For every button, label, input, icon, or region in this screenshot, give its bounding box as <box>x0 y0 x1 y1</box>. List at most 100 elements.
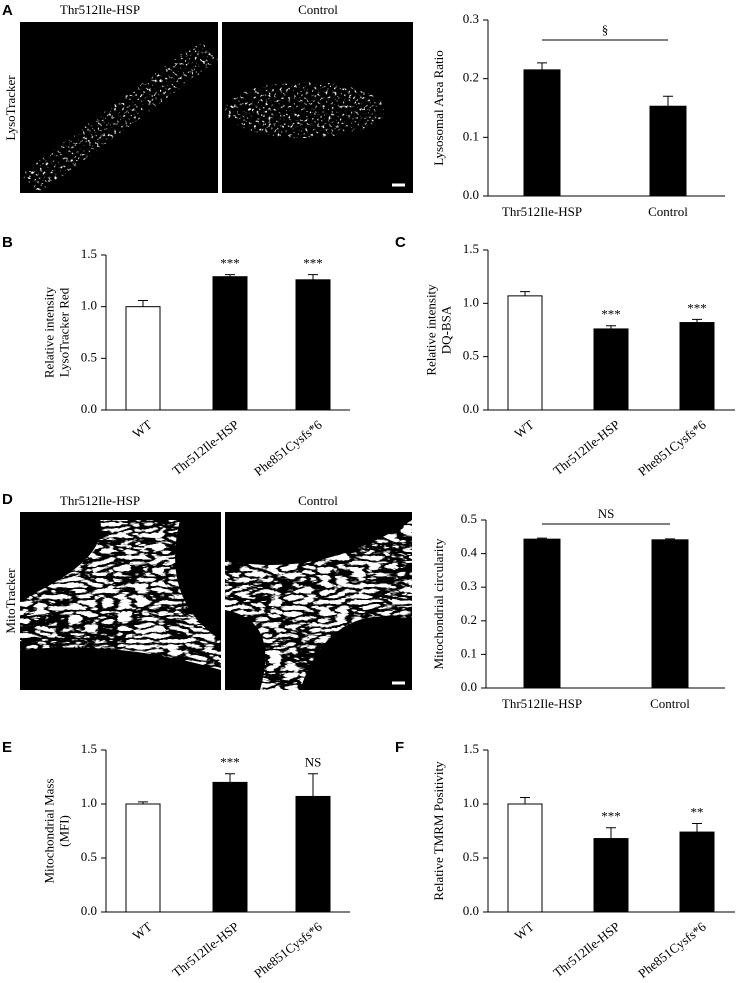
y-tick-label: 0.0 <box>463 903 479 918</box>
bar <box>651 539 689 689</box>
error-bar <box>665 538 675 540</box>
y-axis-label: Relative intensity <box>423 284 438 376</box>
bar <box>507 295 543 411</box>
x-tick-label: WT <box>512 919 537 943</box>
significance-label: § <box>602 22 609 37</box>
x-tick-label: Thr512Ile-HSP <box>550 919 622 980</box>
significance-label: *** <box>687 300 707 315</box>
error-bar <box>663 95 673 107</box>
x-tick-label: Control <box>650 696 690 711</box>
y-tick-label: 0.0 <box>81 401 97 416</box>
panel-letter: E <box>2 739 12 756</box>
error-bar <box>138 801 148 804</box>
significance-label: ** <box>691 804 704 819</box>
y-tick-label: 0.5 <box>81 849 97 864</box>
y-axis-label: Mitochondrial Mass <box>41 778 56 883</box>
y-axis-label: Lysosomal Area Ratio <box>431 50 446 166</box>
y-tick-label: 1.5 <box>81 246 97 261</box>
y-axis-label: DQ-BSA <box>438 305 453 354</box>
y-tick-label: 0.0 <box>463 401 479 416</box>
y-axis-label: Relative TMRM Positivity <box>431 761 446 901</box>
y-tick-label: 1.0 <box>81 795 97 810</box>
y-tick-label: 0.2 <box>463 70 479 85</box>
significance-label: NS <box>305 755 322 770</box>
error-bar <box>537 62 547 70</box>
y-tick-label: 0.5 <box>461 511 477 526</box>
y-tick-label: 0.5 <box>463 348 479 363</box>
x-tick-label: WT <box>130 417 155 441</box>
bar <box>125 803 161 913</box>
x-tick-label: Thr512Ile-HSP <box>502 696 582 711</box>
stain-label: LysoTracker <box>3 75 18 141</box>
bar <box>523 538 561 689</box>
x-tick-label: Phe851Cysfs*6 <box>635 919 709 981</box>
y-tick-label: 1.5 <box>81 741 97 756</box>
x-tick-label: Phe851Cysfs*6 <box>251 919 325 981</box>
bar <box>212 276 248 411</box>
significance-label: *** <box>601 307 621 322</box>
bar <box>507 803 543 913</box>
y-tick-label: 0.5 <box>463 849 479 864</box>
error-bar <box>520 291 530 296</box>
error-bar <box>606 827 616 839</box>
y-tick-label: 0.0 <box>461 679 477 694</box>
x-tick-label: WT <box>130 919 155 943</box>
y-tick-label: 0.4 <box>461 545 478 560</box>
bar <box>125 306 161 411</box>
image-label: Thr512Ile-HSP <box>60 2 140 17</box>
error-bar <box>537 537 547 540</box>
bar <box>593 328 629 411</box>
y-tick-label: 1.0 <box>81 298 97 313</box>
significance-label: NS <box>598 506 615 521</box>
y-axis-label: LysoTracker Red <box>56 287 71 377</box>
significance-label: *** <box>220 256 240 271</box>
x-tick-label: WT <box>512 417 537 441</box>
x-tick-label: Thr512Ile-HSP <box>169 417 241 478</box>
panel-letter: B <box>2 234 13 251</box>
x-tick-label: Thr512Ile-HSP <box>502 204 582 219</box>
error-bar <box>692 318 702 323</box>
x-tick-label: Control <box>648 204 688 219</box>
y-tick-label: 0.0 <box>463 187 479 202</box>
bar <box>679 322 715 411</box>
bar <box>212 781 248 913</box>
x-tick-label: Thr512Ile-HSP <box>169 919 241 980</box>
panel-letter: C <box>395 234 406 251</box>
bar <box>649 105 687 197</box>
significance-label: *** <box>220 755 240 770</box>
error-bar <box>520 797 530 804</box>
y-tick-label: 0.3 <box>461 578 477 593</box>
significance-label: *** <box>303 256 323 271</box>
error-bar <box>692 822 702 833</box>
y-tick-label: 0.3 <box>463 11 479 26</box>
significance-label: *** <box>601 809 621 824</box>
x-tick-label: Phe851Cysfs*6 <box>251 417 325 479</box>
bar <box>593 838 629 913</box>
y-tick-label: 0.1 <box>461 645 477 660</box>
y-tick-label: 1.5 <box>463 241 479 256</box>
y-axis-label: (MFI) <box>56 815 71 847</box>
y-tick-label: 1.5 <box>463 741 479 756</box>
y-axis-label: Relative intensity <box>41 286 56 378</box>
y-tick-label: 1.0 <box>463 294 479 309</box>
image-label: Control <box>298 2 338 17</box>
y-axis-label: Mitochondrial circularity <box>431 538 446 670</box>
panel-letter: F <box>395 739 404 756</box>
x-tick-label: Thr512Ile-HSP <box>550 417 622 478</box>
y-tick-label: 0.5 <box>81 349 97 364</box>
image-label: Control <box>298 493 338 508</box>
error-bar <box>308 773 318 797</box>
y-tick-label: 0.0 <box>81 903 97 918</box>
y-tick-label: 1.0 <box>463 795 479 810</box>
error-bar <box>138 299 148 307</box>
bar <box>295 279 331 411</box>
y-tick-label: 0.1 <box>463 128 479 143</box>
error-bar <box>225 773 235 783</box>
bar <box>679 831 715 913</box>
bar <box>295 795 331 913</box>
stain-label: MitoTracker <box>3 568 18 634</box>
panel-letter: D <box>2 491 13 508</box>
error-bar <box>225 274 235 277</box>
panel-letter: A <box>2 2 13 19</box>
